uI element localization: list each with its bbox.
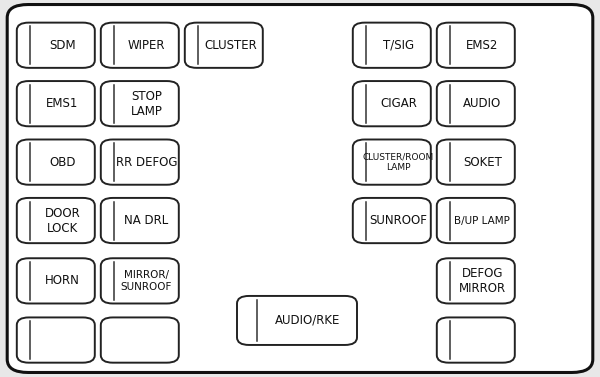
Text: DEFOG
MIRROR: DEFOG MIRROR xyxy=(459,267,506,295)
Text: HORN: HORN xyxy=(45,274,80,287)
FancyBboxPatch shape xyxy=(101,198,179,243)
FancyBboxPatch shape xyxy=(101,23,179,68)
FancyBboxPatch shape xyxy=(437,198,515,243)
Text: CLUSTER: CLUSTER xyxy=(204,39,257,52)
FancyBboxPatch shape xyxy=(437,23,515,68)
Text: AUDIO: AUDIO xyxy=(463,97,502,110)
Text: OBD: OBD xyxy=(49,156,76,169)
FancyBboxPatch shape xyxy=(7,5,593,372)
FancyBboxPatch shape xyxy=(17,23,95,68)
FancyBboxPatch shape xyxy=(353,198,431,243)
FancyBboxPatch shape xyxy=(437,317,515,363)
FancyBboxPatch shape xyxy=(101,139,179,185)
FancyBboxPatch shape xyxy=(237,296,357,345)
Text: STOP
LAMP: STOP LAMP xyxy=(130,90,163,118)
FancyBboxPatch shape xyxy=(437,81,515,126)
FancyBboxPatch shape xyxy=(353,23,431,68)
Text: DOOR
LOCK: DOOR LOCK xyxy=(44,207,80,234)
Text: B/UP LAMP: B/UP LAMP xyxy=(454,216,511,225)
FancyBboxPatch shape xyxy=(17,81,95,126)
Text: WIPER: WIPER xyxy=(128,39,165,52)
Text: RR DEFOG: RR DEFOG xyxy=(116,156,177,169)
FancyBboxPatch shape xyxy=(353,81,431,126)
Text: NA DRL: NA DRL xyxy=(124,214,169,227)
FancyBboxPatch shape xyxy=(17,317,95,363)
FancyBboxPatch shape xyxy=(437,139,515,185)
Text: EMS1: EMS1 xyxy=(46,97,79,110)
Text: CIGAR: CIGAR xyxy=(380,97,417,110)
FancyBboxPatch shape xyxy=(17,139,95,185)
FancyBboxPatch shape xyxy=(353,139,431,185)
Text: SUNROOF: SUNROOF xyxy=(370,214,427,227)
FancyBboxPatch shape xyxy=(185,23,263,68)
FancyBboxPatch shape xyxy=(101,258,179,303)
Text: T/SIG: T/SIG xyxy=(383,39,414,52)
Text: SDM: SDM xyxy=(49,39,76,52)
FancyBboxPatch shape xyxy=(101,317,179,363)
Text: EMS2: EMS2 xyxy=(466,39,499,52)
Text: SOKET: SOKET xyxy=(463,156,502,169)
FancyBboxPatch shape xyxy=(17,258,95,303)
Text: CLUSTER/ROOM
LAMP: CLUSTER/ROOM LAMP xyxy=(363,152,434,172)
Text: AUDIO/RKE: AUDIO/RKE xyxy=(275,314,340,327)
FancyBboxPatch shape xyxy=(101,81,179,126)
Text: MIRROR/
SUNROOF: MIRROR/ SUNROOF xyxy=(121,270,172,292)
FancyBboxPatch shape xyxy=(17,198,95,243)
FancyBboxPatch shape xyxy=(437,258,515,303)
